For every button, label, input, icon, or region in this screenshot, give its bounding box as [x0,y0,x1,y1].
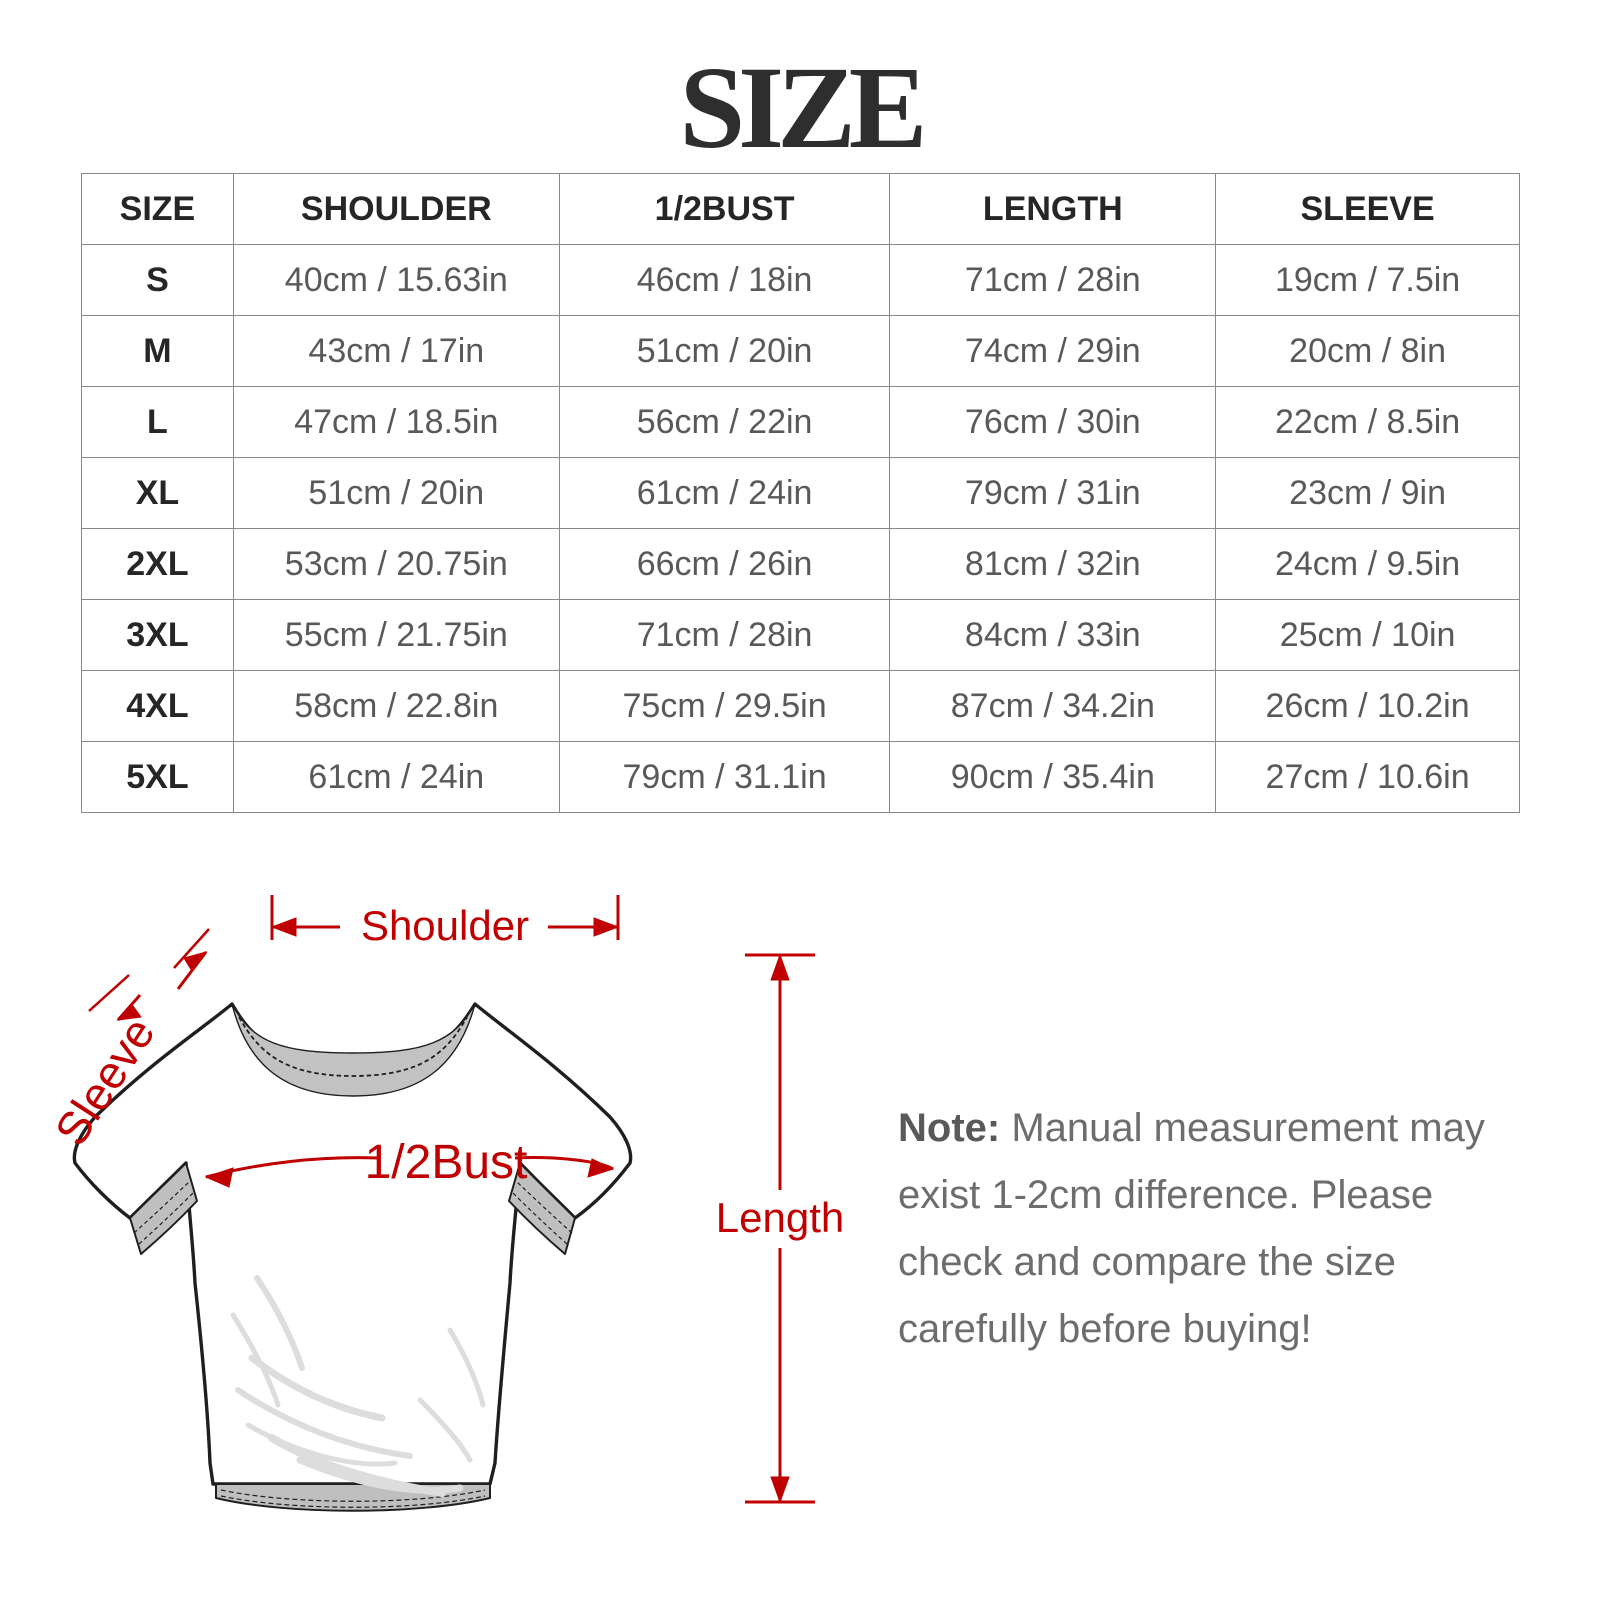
svg-text:1/2Bust: 1/2Bust [365,1136,528,1189]
svg-text:Shoulder: Shoulder [361,902,529,949]
svg-text:Length: Length [716,1194,844,1241]
